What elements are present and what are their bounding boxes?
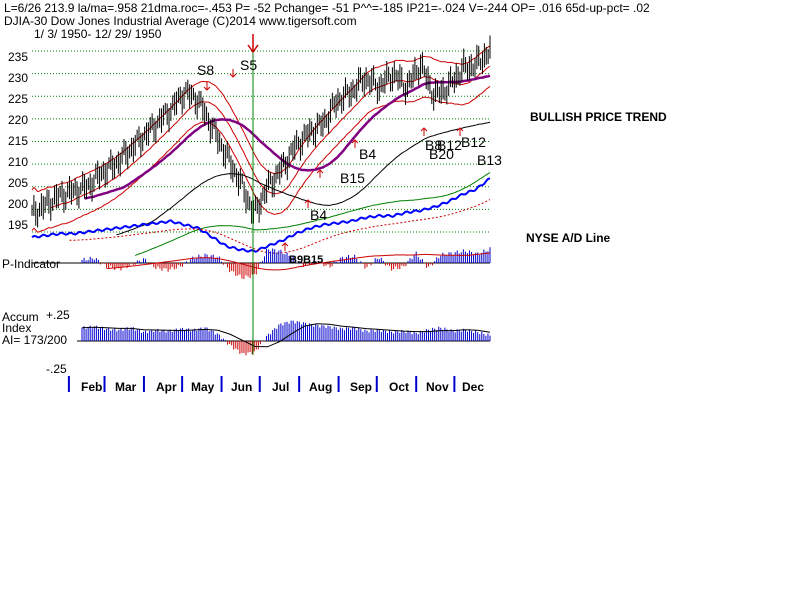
ma200-line — [134, 172, 491, 257]
month-mar: Mar — [115, 380, 137, 394]
header-line3: 1/ 3/ 1950- 12/ 29/ 1950 — [34, 27, 162, 41]
ytick-220: 220 — [7, 113, 28, 127]
signal-s8: S8 — [197, 62, 215, 78]
bullish-trend-label: BULLISH PRICE TREND — [530, 110, 667, 124]
ma65-line — [116, 121, 491, 236]
signal-b4-sep: B4 — [359, 146, 377, 162]
signal-b15: B15 — [340, 170, 365, 186]
ad-line-label: NYSE A/D Line — [526, 231, 611, 245]
month-feb: Feb — [81, 380, 103, 394]
ma21-line — [50, 65, 491, 209]
signal-b13: B13 — [477, 152, 502, 168]
signal-arrow — [203, 82, 211, 91]
ad-line — [31, 177, 491, 253]
signal-b12-nov: B12 — [437, 137, 462, 153]
signal-arrow — [316, 169, 324, 178]
signal-arrow — [456, 127, 464, 136]
month-aug: Aug — [309, 380, 333, 394]
month-sep: Sep — [350, 380, 373, 394]
ai-label: AI= 173/200 — [2, 333, 68, 347]
p-indicator-ma — [107, 252, 491, 271]
signal-b4-jul: B4 — [310, 207, 328, 223]
sell-arrow-head — [247, 44, 259, 54]
upper-band-line — [31, 45, 491, 193]
signal-s5: S5 — [240, 57, 258, 73]
p-indicator-label: P-Indicator — [2, 257, 61, 271]
signal-arrow — [351, 139, 359, 148]
signal-arrow — [304, 199, 312, 208]
accum-minus-label: -.25 — [46, 362, 67, 376]
ytick-225: 225 — [7, 92, 28, 106]
accum-plus-label: +.25 — [46, 308, 70, 322]
ytick-210: 210 — [7, 155, 28, 169]
signal-b12-dec: B12 — [461, 134, 486, 150]
index-label: Index — [2, 321, 32, 335]
signal-arrow — [281, 242, 289, 251]
ytick-200: 200 — [7, 197, 28, 211]
header-line2: DJIA-30 Dow Jones Industrial Average (C)… — [4, 14, 357, 28]
ytick-195: 195 — [7, 218, 28, 232]
signal-b8: B8 — [425, 137, 443, 153]
signal-b20: B20 — [429, 146, 454, 162]
month-oct: Oct — [389, 380, 410, 394]
signal-arrow — [229, 69, 237, 78]
signal-arrow — [420, 127, 428, 136]
ytick-215: 215 — [7, 134, 28, 148]
month-nov: Nov — [426, 380, 449, 394]
ytick-205: 205 — [7, 176, 28, 190]
month-jun: Jun — [231, 380, 253, 394]
accum-ma-line — [81, 323, 491, 348]
header-line1: L=6/26 213.9 la/ma=.958 21dma.roc=-.453 … — [4, 1, 650, 15]
ytick-230: 230 — [7, 71, 28, 85]
month-jul: Jul — [272, 380, 290, 394]
month-apr: Apr — [156, 380, 177, 394]
month-may: May — [191, 380, 215, 394]
accum-label: Accum — [2, 310, 39, 324]
ytick-235: 235 — [7, 50, 28, 64]
month-dec: Dec — [462, 380, 485, 394]
signal-b9b15: B9B15 — [289, 254, 324, 266]
